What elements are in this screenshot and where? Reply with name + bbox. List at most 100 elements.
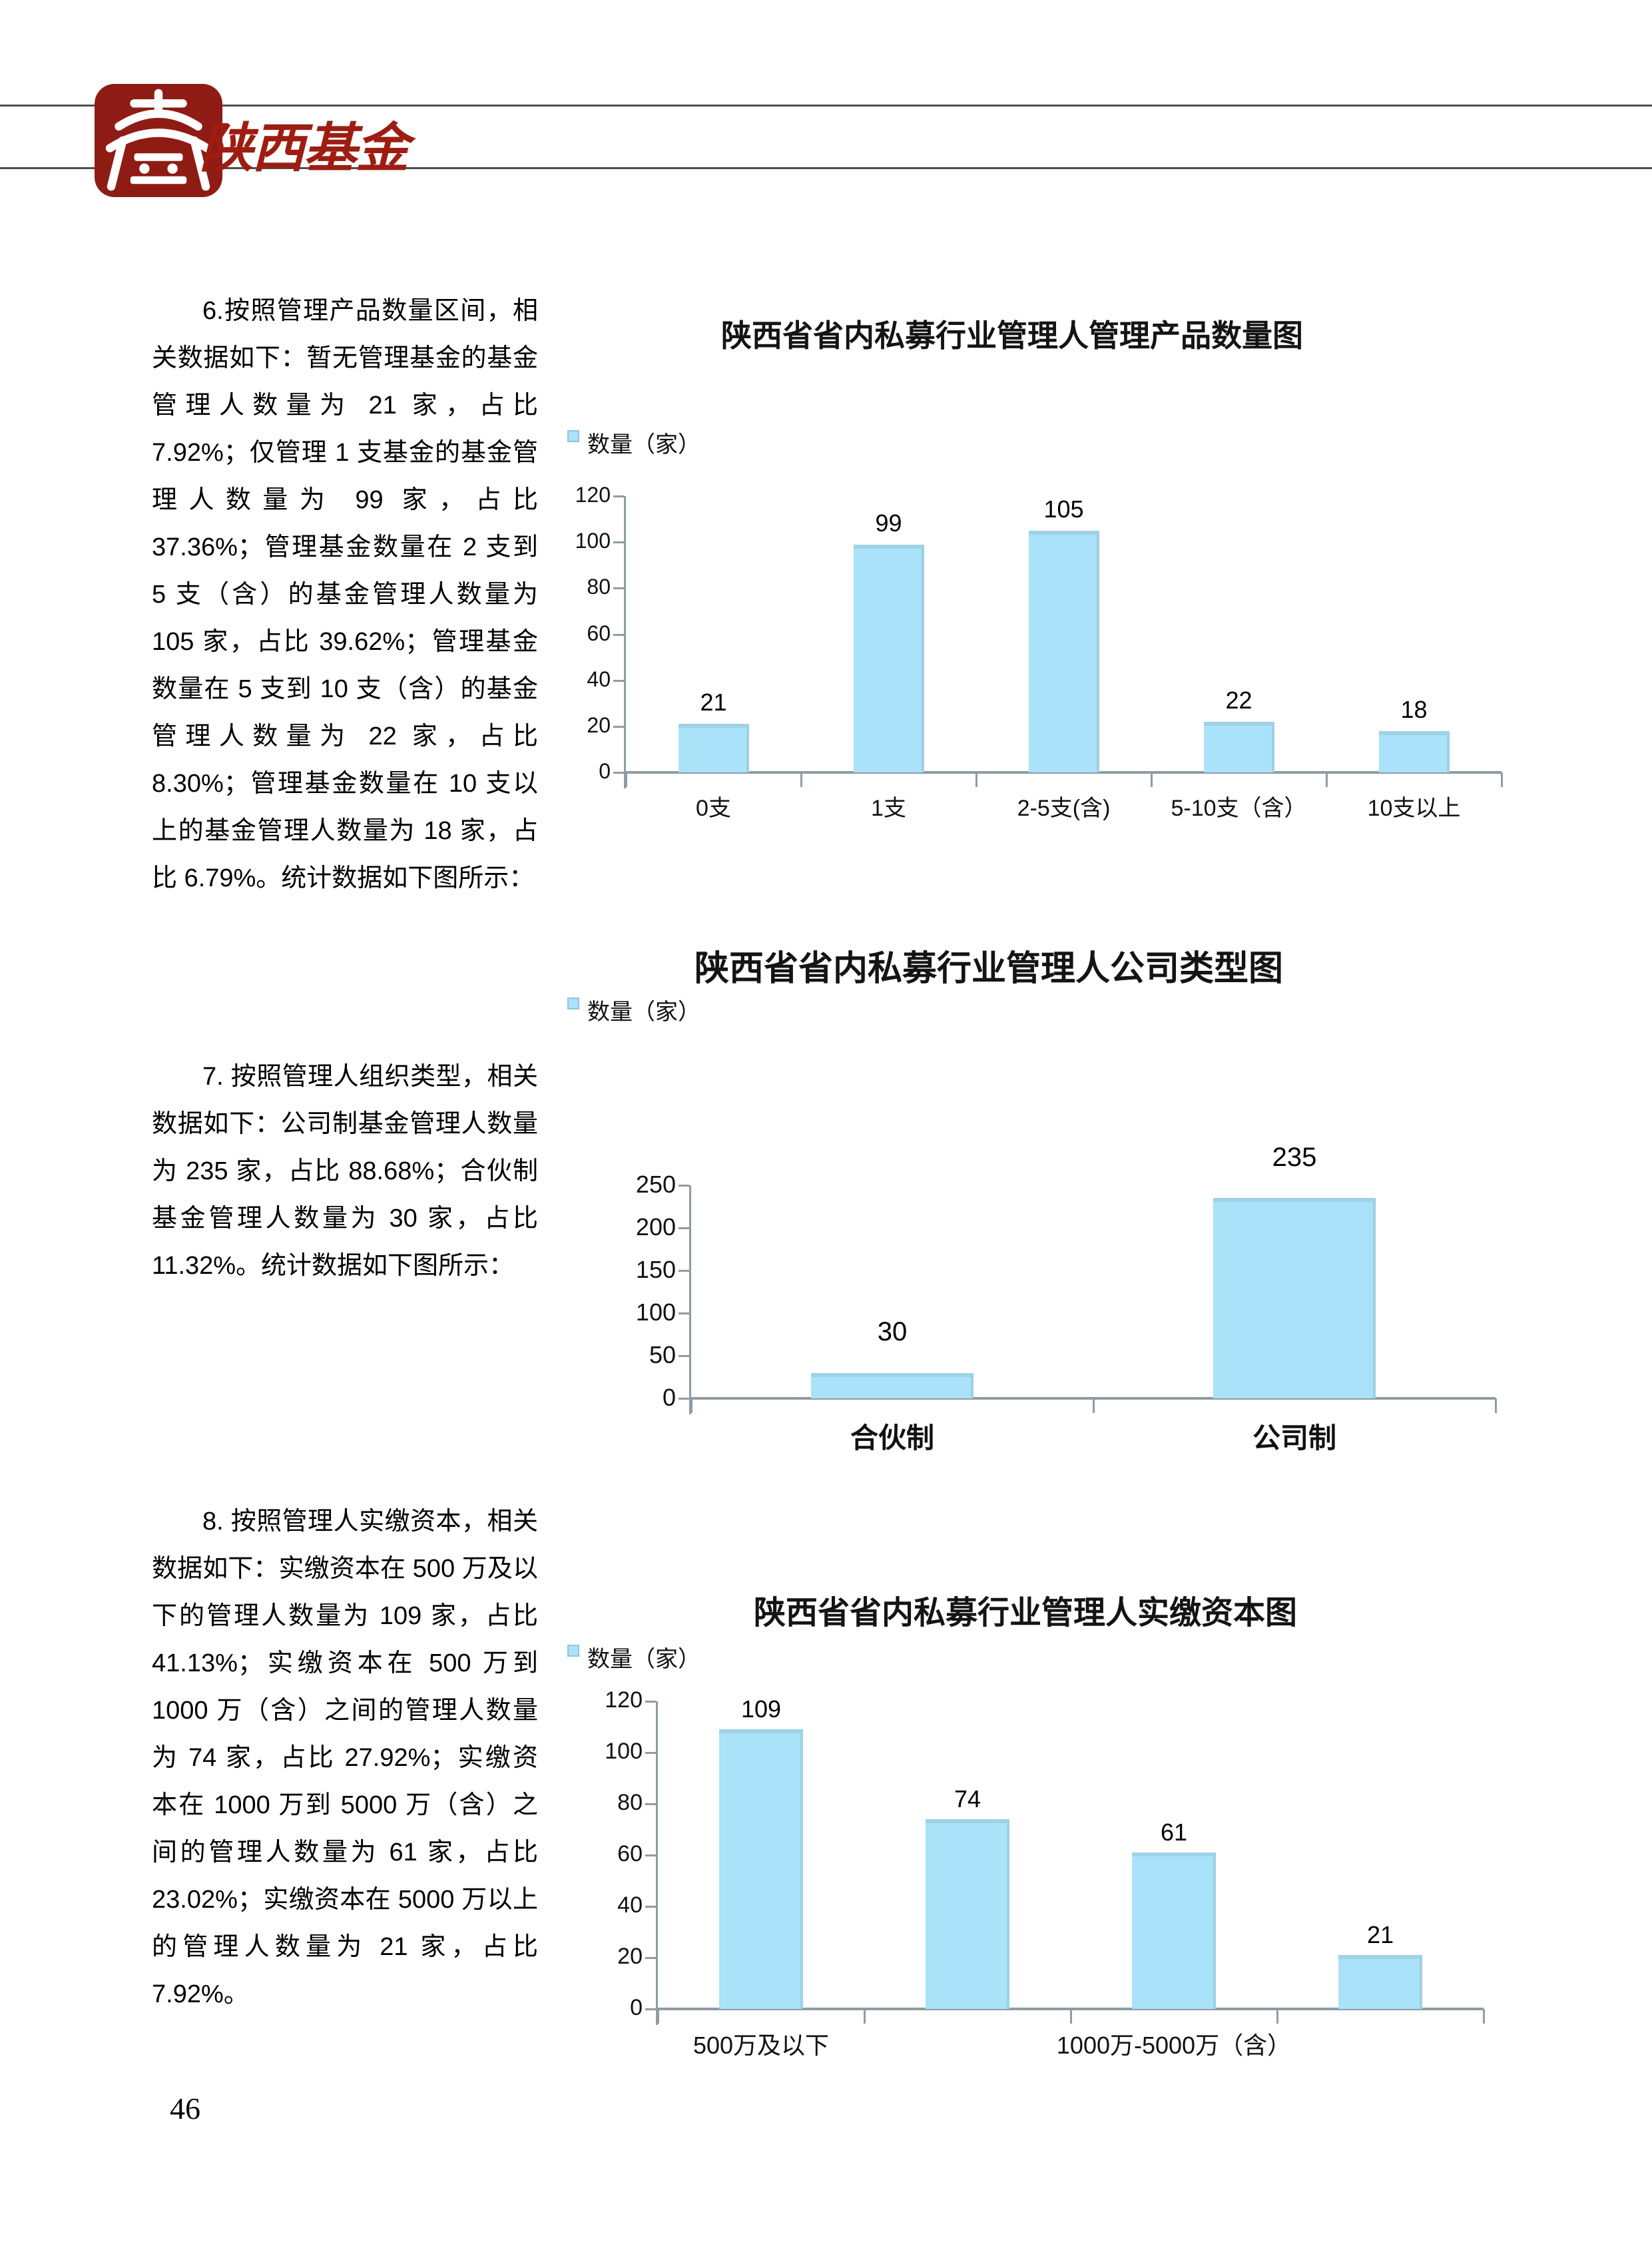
- y-axis-tick: [679, 1185, 689, 1187]
- x-axis-line: [624, 771, 1502, 774]
- x-axis-tick: [800, 772, 802, 787]
- y-tick-label: 100: [635, 1298, 676, 1326]
- y-tick-label: 80: [617, 1789, 643, 1815]
- x-axis-tick: [1093, 1398, 1095, 1413]
- x-axis-tick: [690, 1398, 692, 1413]
- x-axis-tick: [1070, 2009, 1072, 2024]
- y-tick-label: 120: [575, 483, 611, 507]
- paragraph-section-7: 7. 按照管理人组织类型，相关数据如下：公司制基金管理人数量为 235 家，占比…: [152, 1063, 538, 1280]
- y-axis-tick: [613, 772, 624, 774]
- x-axis-tick: [975, 772, 977, 787]
- y-tick-label: 100: [605, 1738, 643, 1764]
- page-number: 46: [170, 2092, 200, 2125]
- bar: [1028, 530, 1099, 772]
- legend-label: 数量（家）: [587, 1647, 700, 1672]
- y-tick-label: 100: [575, 529, 611, 553]
- bar-value-label: 61: [1160, 1819, 1188, 1846]
- x-axis-tick: [625, 772, 627, 787]
- x-axis-label: 2-5支(含): [1017, 796, 1111, 821]
- y-axis-tick: [645, 2008, 656, 2010]
- bar-value-label: 21: [1366, 1921, 1394, 1949]
- y-tick-label: 200: [635, 1213, 676, 1241]
- x-axis-line: [689, 1397, 1496, 1400]
- bar-value-label: 235: [1272, 1143, 1317, 1172]
- header-rule-bottom: [0, 167, 1652, 169]
- y-tick-label: 60: [617, 1840, 643, 1866]
- y-axis-line: [689, 1185, 691, 1414]
- y-axis-tick: [613, 541, 624, 544]
- y-tick-label: 50: [649, 1340, 676, 1368]
- y-axis-tick: [613, 679, 624, 682]
- paragraph-section-8: 8. 按照管理人实缴资本，相关数据如下：实缴资本在 500 万及以下的管理人数量…: [152, 1508, 538, 2008]
- y-axis-tick: [613, 725, 624, 728]
- x-axis-line: [656, 2008, 1484, 2010]
- x-axis-label: 1支: [871, 796, 906, 821]
- bar: [811, 1372, 973, 1398]
- x-axis-tick: [1151, 772, 1153, 787]
- bar: [1338, 1955, 1422, 2009]
- y-tick-label: 20: [587, 712, 611, 737]
- x-axis-label: 500万及以下: [692, 2032, 830, 2059]
- header-rule-top: [0, 105, 1652, 107]
- brand-calligraphy: 陕西基金: [200, 120, 409, 178]
- y-tick-label: 250: [635, 1170, 676, 1198]
- y-tick-label: 0: [599, 759, 611, 784]
- y-axis-tick: [679, 1312, 689, 1314]
- x-axis-tick: [1483, 2009, 1485, 2024]
- y-axis-tick: [645, 1854, 656, 1856]
- bar-value-label: 105: [1043, 495, 1084, 523]
- y-axis-tick: [645, 1957, 656, 1959]
- bar-value-label: 21: [700, 689, 727, 716]
- y-axis-tick: [679, 1355, 689, 1357]
- y-tick-label: 60: [587, 621, 611, 645]
- x-axis-label: 1000万-5000万（含）: [1056, 2032, 1292, 2059]
- bar-value-label: 30: [877, 1317, 908, 1347]
- chart-3-plot-area: 0 20 40 60 80 100 120 109 500万及以下 74 61 1000万-5000万…: [605, 1687, 1485, 2059]
- bar-value-label: 109: [740, 1695, 782, 1723]
- x-axis-label: 5-10支（含）: [1171, 796, 1307, 821]
- paragraph-section-6: 6.按照管理产品数量区间，相关数据如下：暂无管理基金的基金管理人数量为 21 家…: [152, 297, 538, 892]
- y-tick-label: 120: [605, 1687, 643, 1713]
- y-axis-tick: [679, 1398, 689, 1400]
- chart-1-title: 陕西省省内私募行业管理人管理产品数量图: [721, 318, 1303, 353]
- bar: [678, 724, 749, 772]
- bar: [1203, 721, 1274, 772]
- y-tick-label: 0: [630, 1994, 643, 2020]
- bar-value-label: 18: [1400, 695, 1428, 723]
- y-axis-tick: [645, 1906, 656, 1908]
- x-axis-tick: [864, 2009, 866, 2024]
- bar-value-label: 22: [1225, 687, 1252, 714]
- y-tick-label: 0: [662, 1383, 676, 1411]
- bar: [1132, 1852, 1216, 2009]
- bar: [853, 544, 924, 772]
- bar: [719, 1729, 803, 2009]
- legend-label: 数量（家）: [587, 999, 700, 1025]
- bar: [1378, 730, 1450, 772]
- y-axis-tick: [679, 1270, 689, 1272]
- legend-swatch-icon: [567, 430, 579, 442]
- y-axis-tick: [679, 1227, 689, 1229]
- y-tick-label: 40: [587, 667, 611, 691]
- y-axis-tick: [613, 587, 624, 590]
- x-axis-label: 合伙制: [850, 1422, 935, 1454]
- legend-swatch-icon: [567, 997, 579, 1009]
- y-axis-tick: [613, 495, 624, 497]
- bar: [926, 1819, 1009, 2009]
- y-tick-label: 150: [635, 1255, 676, 1283]
- y-tick-label: 40: [617, 1892, 643, 1918]
- bar-value-label: 74: [954, 1785, 981, 1813]
- x-axis-label: 10支以上: [1367, 796, 1461, 821]
- bar: [1213, 1198, 1376, 1398]
- shaanxi-fund-logo: [95, 84, 222, 197]
- legend-swatch-icon: [567, 1645, 579, 1657]
- x-axis-tick: [1276, 2009, 1278, 2024]
- x-axis-tick: [1501, 772, 1503, 787]
- x-axis-label: 公司制: [1252, 1422, 1337, 1454]
- x-axis-tick: [657, 2009, 659, 2024]
- y-tick-label: 20: [617, 1943, 643, 1969]
- x-axis-tick: [1495, 1398, 1497, 1413]
- y-axis-tick: [645, 1752, 656, 1754]
- chart-1-plot-area: 0 20 40 60 80 100 120 21 0支 99 1支 105 2-5支(含) 22 5-10支…: [575, 483, 1503, 821]
- x-axis-tick: [1326, 772, 1328, 787]
